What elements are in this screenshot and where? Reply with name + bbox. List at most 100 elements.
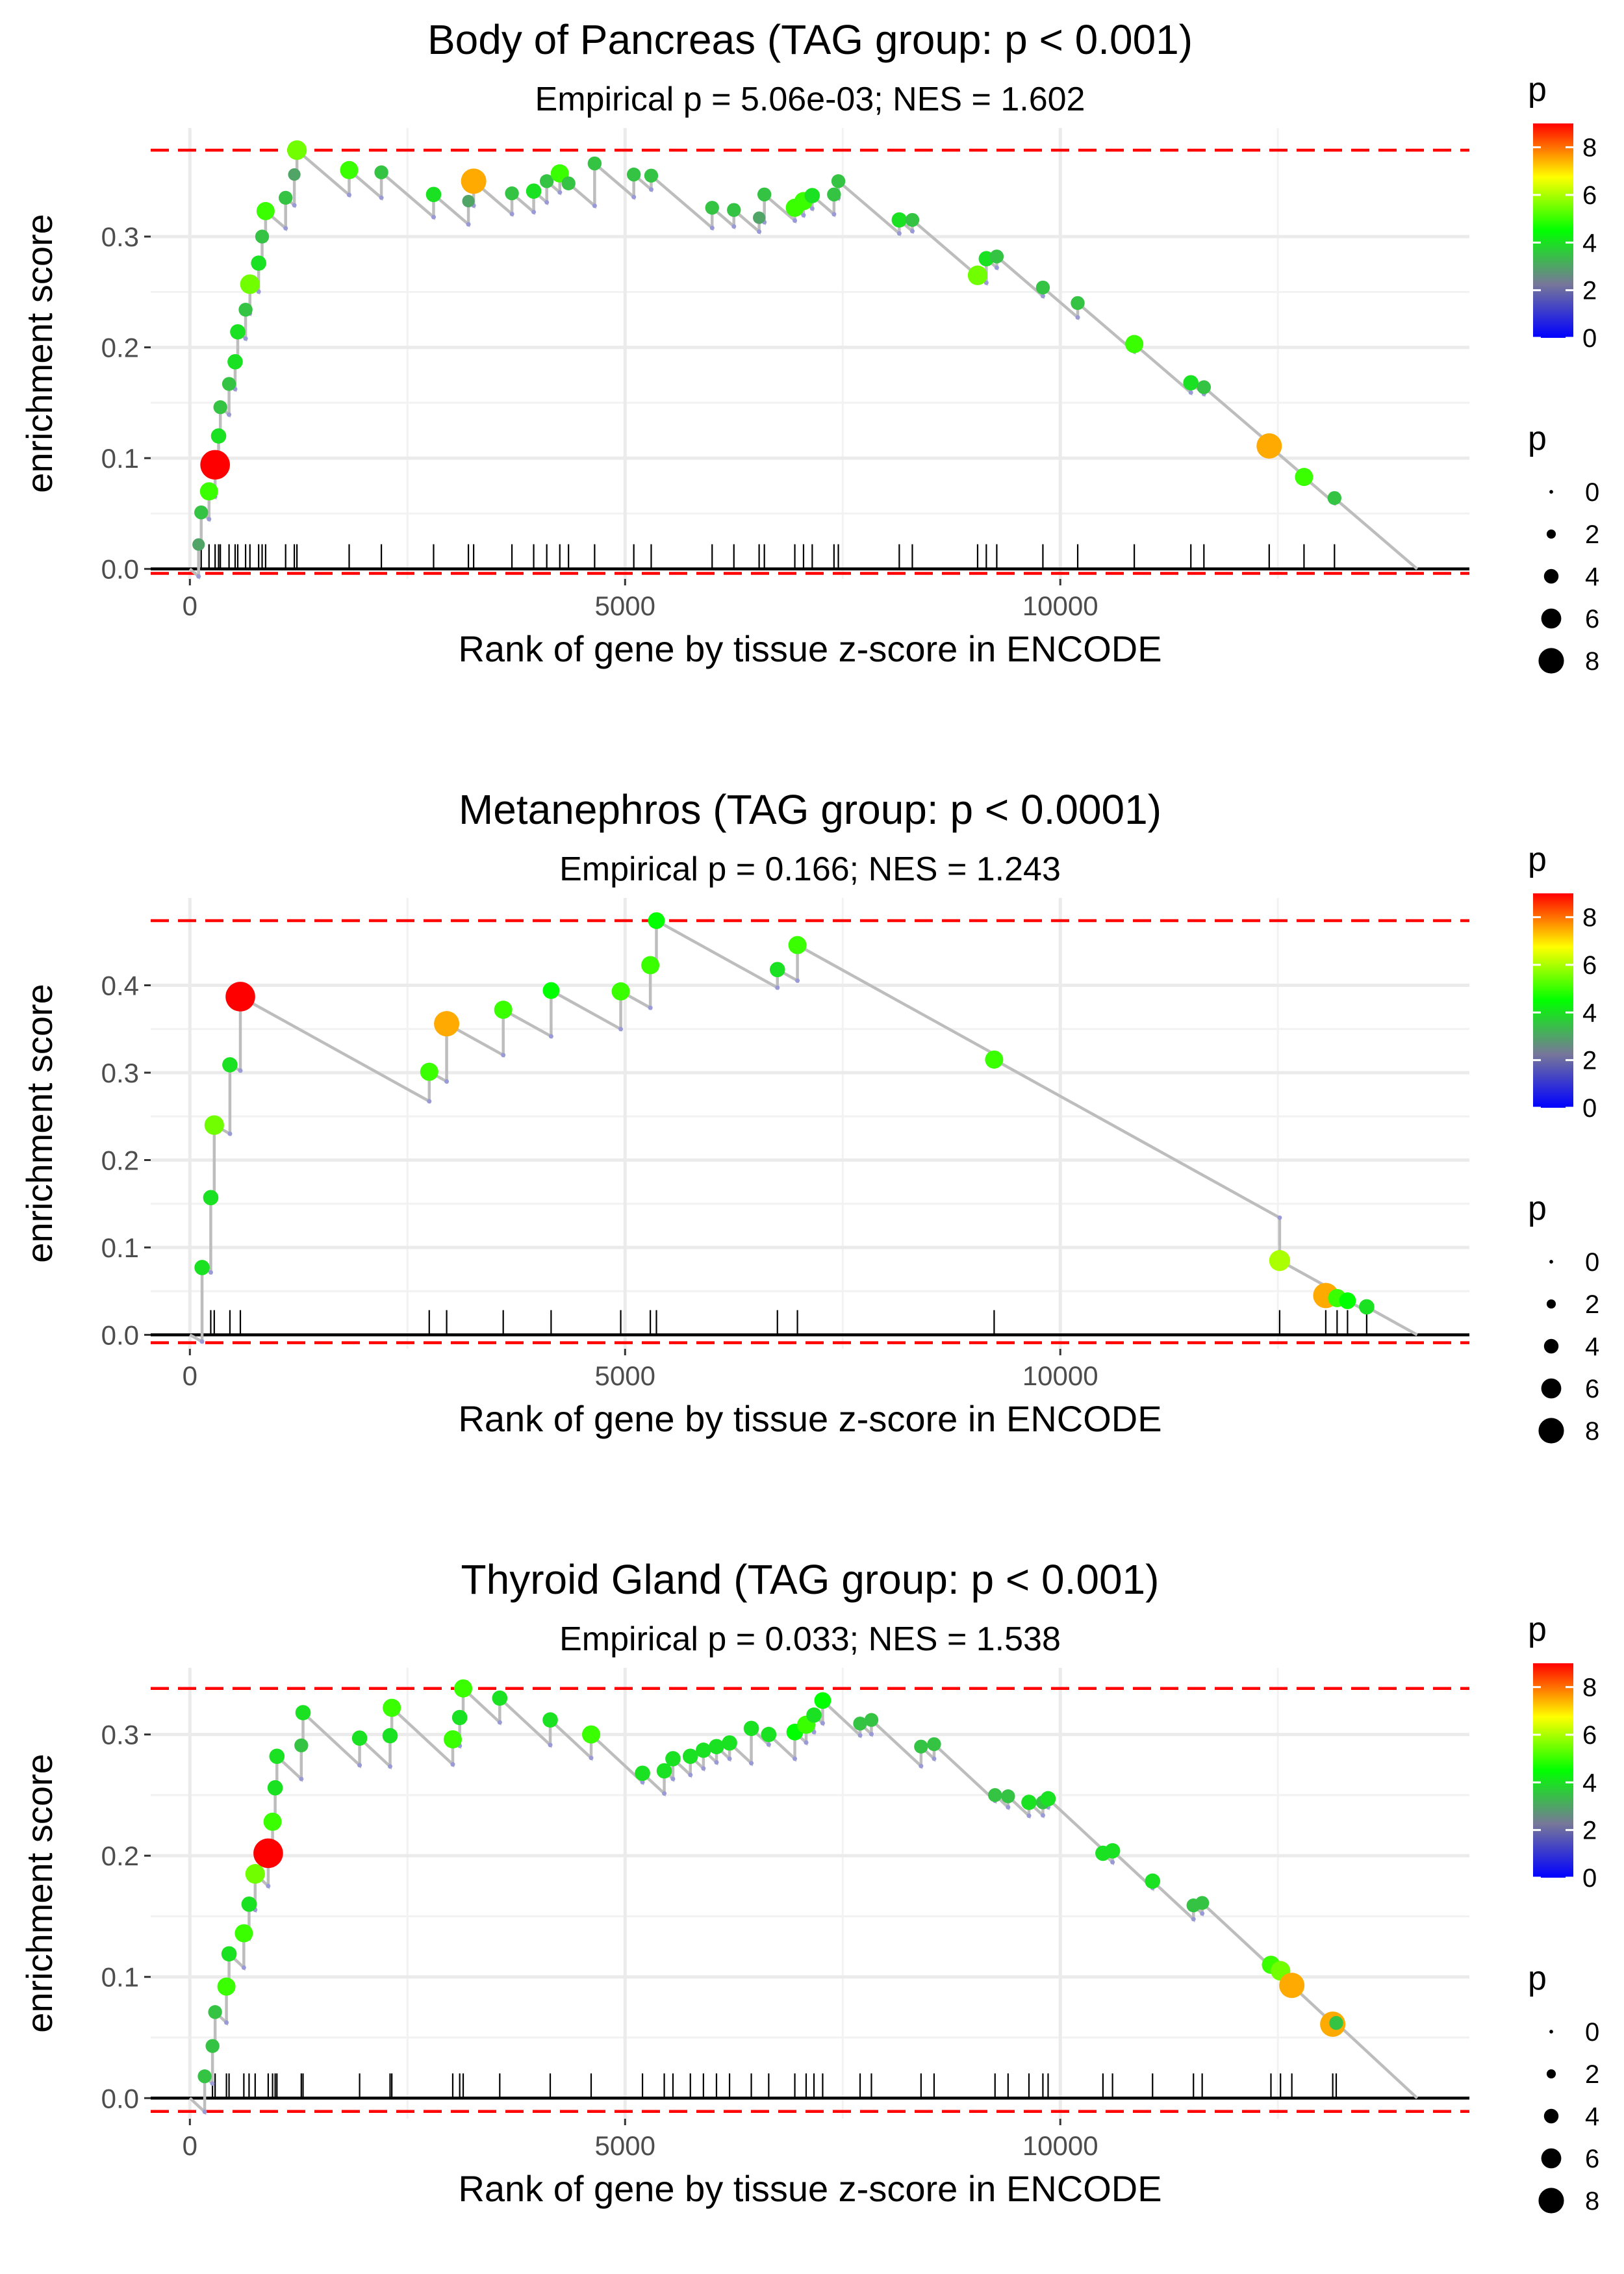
trough-marker [227, 1131, 233, 1136]
hit-point [204, 1115, 224, 1135]
trough-marker [804, 1740, 809, 1745]
trough-marker [589, 1756, 594, 1761]
hit-point [587, 156, 602, 171]
hit-point [462, 194, 475, 208]
size-legend-label: 2 [1585, 1290, 1599, 1319]
hit-point [194, 1260, 210, 1275]
size-legend-label: 4 [1585, 1333, 1599, 1361]
hit-point [240, 274, 260, 294]
trough-marker [714, 1760, 719, 1765]
colorbar-tick-label: 6 [1582, 1721, 1597, 1750]
hit-point [210, 428, 227, 444]
trough-marker [1040, 294, 1045, 299]
colorbar-tick-label: 4 [1582, 229, 1597, 257]
size-legend-label: 8 [1585, 1417, 1599, 1446]
hit-point [1183, 375, 1199, 390]
hit-point [451, 1709, 468, 1726]
size-legend-label: 6 [1585, 1375, 1599, 1403]
size-legend-label: 6 [1585, 2145, 1599, 2173]
hit-point [1339, 1292, 1356, 1309]
hit-point [505, 186, 519, 201]
x-tick-label: 5000 [595, 591, 655, 621]
hit-point [709, 1739, 724, 1755]
trough-marker [548, 1743, 553, 1748]
trough-marker [199, 1339, 205, 1344]
size-legend-label: 0 [1585, 2018, 1599, 2047]
size-legend-dot [1538, 2188, 1564, 2214]
trough-marker [1075, 314, 1080, 320]
hit-point [827, 187, 841, 202]
trough-marker [202, 2109, 207, 2114]
hit-point [245, 1864, 265, 1884]
hit-point [1040, 1791, 1056, 1807]
hit-point [914, 1739, 928, 1754]
size-legend-title: p [1528, 1960, 1547, 1997]
colorbar-tick-label: 0 [1582, 1864, 1597, 1893]
colorbar-tick-label: 0 [1582, 324, 1597, 353]
hit-point [644, 168, 659, 183]
x-tick-label: 10000 [1022, 591, 1098, 621]
trough-marker [670, 1776, 676, 1782]
trough-marker [509, 211, 514, 216]
hit-point [611, 982, 630, 1001]
trough-marker [857, 1733, 863, 1738]
hit-point [235, 1924, 253, 1943]
hit-point [383, 1698, 401, 1717]
size-legend-label: 8 [1585, 647, 1599, 676]
hit-point [1197, 380, 1212, 394]
hit-point [222, 1057, 238, 1073]
size-legend-dot [1549, 490, 1553, 494]
trough-marker [196, 574, 201, 579]
x-tick-label: 10000 [1022, 1361, 1098, 1391]
size-legend-label: 2 [1585, 2060, 1599, 2089]
hit-point [251, 255, 266, 271]
hit-point [682, 1748, 698, 1764]
hit-point [208, 2005, 222, 2019]
trough-marker [640, 1780, 645, 1785]
hit-point [192, 538, 205, 551]
size-legend-dot [1538, 648, 1564, 674]
trough-marker [241, 1965, 246, 1970]
hit-point [1327, 491, 1342, 505]
trough-marker [775, 985, 780, 990]
trough-marker [731, 224, 737, 229]
colorbar-tick-label: 6 [1582, 951, 1597, 980]
chart-title: Body of Pancreas (TAG group: p < 0.001) [427, 16, 1193, 63]
trough-marker [238, 1068, 243, 1073]
trough-marker [224, 2020, 229, 2025]
trough-marker [831, 212, 837, 217]
hit-point [1001, 1789, 1015, 1804]
hit-point [1145, 1873, 1161, 1889]
hit-point [1021, 1795, 1037, 1810]
hit-point [753, 211, 766, 224]
hit-point [769, 962, 785, 978]
hit-point [294, 1738, 309, 1753]
trough-marker [618, 1027, 624, 1032]
hit-point [253, 1838, 283, 1869]
x-axis-title: Rank of gene by tissue z-score in ENCODE [458, 2168, 1161, 2209]
trough-marker [299, 1776, 304, 1782]
hit-point [263, 1812, 282, 1831]
trough-marker [357, 1763, 362, 1768]
x-tick-label: 0 [183, 2130, 197, 2161]
hit-point [722, 1735, 737, 1751]
trough-marker [450, 1762, 455, 1767]
hit-point [891, 212, 907, 228]
hit-point [267, 1780, 283, 1796]
hit-point [217, 1977, 236, 1996]
hit-point [382, 1728, 398, 1744]
trough-marker [548, 1034, 553, 1039]
hit-point [665, 1751, 681, 1767]
hit-point [425, 186, 442, 203]
hit-point [1295, 468, 1313, 487]
hit-point [454, 1679, 473, 1698]
trough-marker [283, 225, 288, 231]
hit-point [985, 1050, 1004, 1069]
y-tick-label: 0.4 [101, 970, 139, 1001]
hit-point [221, 1946, 237, 1962]
hit-point [648, 912, 665, 929]
size-legend-label: 0 [1585, 478, 1599, 507]
hit-point [197, 2069, 212, 2084]
trough-marker [557, 190, 563, 195]
